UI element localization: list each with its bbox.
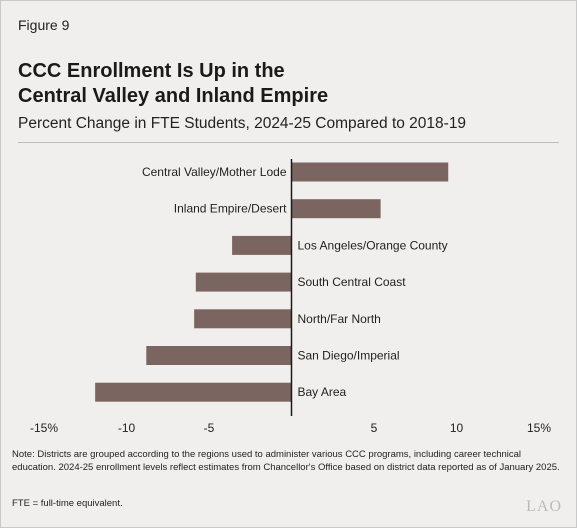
bar-2	[232, 235, 292, 255]
chart-title: CCC Enrollment Is Up in the Central Vall…	[18, 59, 328, 109]
chart-title-line-2: Central Valley and Inland Empire	[18, 85, 329, 107]
category-label: North/Far North	[298, 312, 381, 326]
x-tick-label: -15%	[30, 421, 58, 435]
bar-0	[291, 162, 449, 182]
figure-label: Figure 9	[18, 17, 70, 33]
category-label: South Central Coast	[298, 275, 407, 289]
category-label: Inland Empire/Desert	[174, 202, 287, 216]
fte-note: FTE = full-time equivalent.	[12, 498, 123, 509]
bar-4	[194, 309, 292, 329]
bar-6	[95, 382, 292, 402]
lao-logo: LAO	[526, 498, 562, 515]
x-tick-label: -5	[204, 421, 215, 435]
x-tick-label-group: -15% -10 -5 5 10 15%	[30, 421, 551, 435]
category-label-group: Central Valley/Mother Lode Inland Empire/…	[142, 165, 448, 399]
title-divider	[18, 142, 559, 143]
bar-1	[291, 199, 381, 219]
x-tick-label: -10	[118, 421, 136, 435]
bar-group	[95, 162, 449, 402]
x-tick-label: 10	[450, 421, 464, 435]
chart-title-line-1: CCC Enrollment Is Up in the	[18, 60, 285, 82]
x-tick-label: 15%	[527, 421, 551, 435]
bar-3	[195, 272, 292, 292]
category-label: San Diego/Imperial	[298, 349, 400, 363]
category-label: Bay Area	[298, 385, 347, 399]
chart-subtitle: Percent Change in FTE Students, 2024-25 …	[18, 115, 467, 132]
category-label: Central Valley/Mother Lode	[142, 165, 287, 179]
bar-chart: Central Valley/Mother Lode Inland Empire/…	[30, 159, 551, 435]
x-tick-label: 5	[371, 421, 378, 435]
category-label: Los Angeles/Orange County	[298, 238, 448, 252]
bar-5	[146, 346, 292, 365]
chart-note: Note: Districts are grouped according to…	[12, 449, 560, 473]
